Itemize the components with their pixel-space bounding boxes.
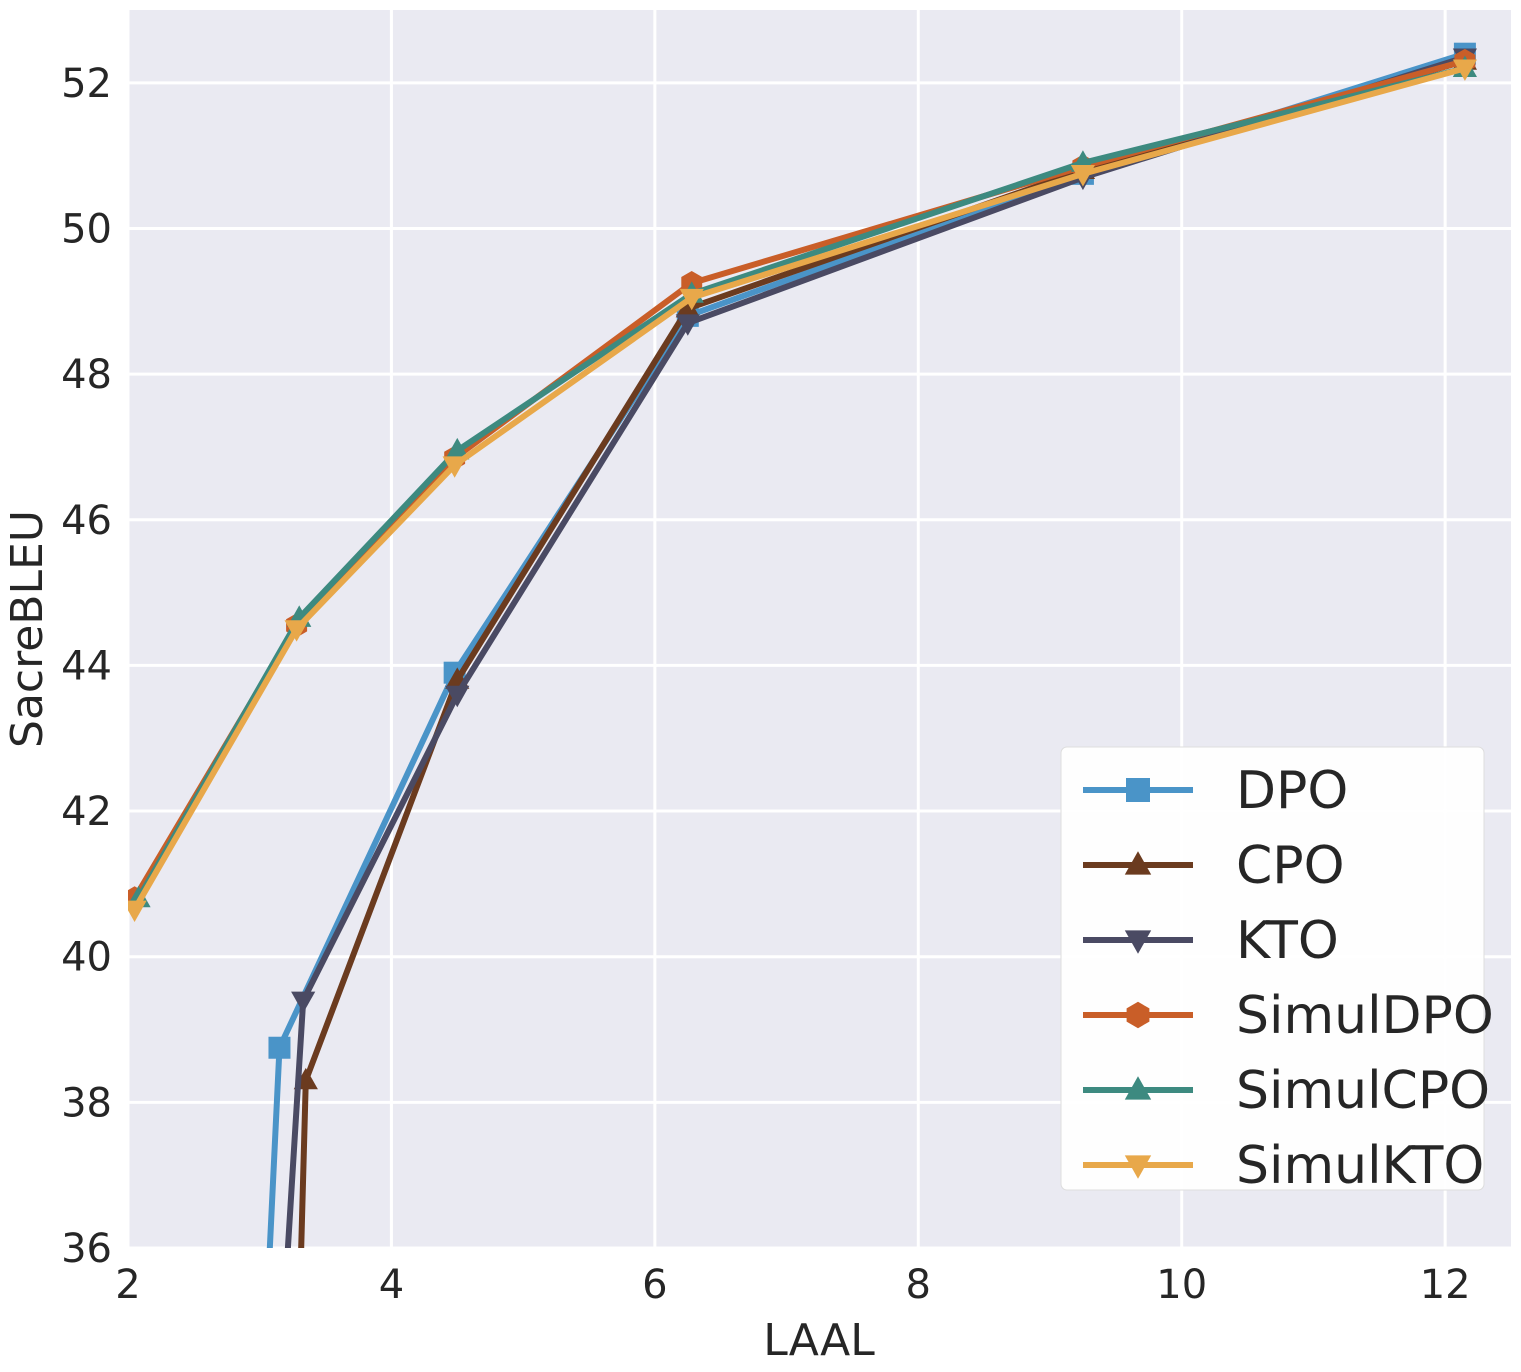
x-tick-label: 2 bbox=[115, 1262, 140, 1308]
y-tick-label: 40 bbox=[61, 935, 112, 981]
y-axis-ticks: 36 38 40 42 44 46 48 50 52 bbox=[61, 61, 112, 1272]
y-tick-label: 42 bbox=[61, 789, 112, 835]
x-tick-label: 12 bbox=[1420, 1262, 1471, 1308]
legend-item-simuldpo: SimulDPO bbox=[1083, 986, 1494, 1046]
legend-marker-cpo bbox=[1124, 851, 1152, 875]
legend-label-simuldpo: SimulDPO bbox=[1236, 986, 1494, 1046]
legend-label-kto: KTO bbox=[1236, 911, 1339, 971]
series-group bbox=[128, 42, 1477, 1248]
legend-label-simulcpo: SimulCPO bbox=[1236, 1061, 1490, 1121]
x-axis-label: LAAL bbox=[763, 1315, 875, 1366]
y-tick-label: 50 bbox=[61, 206, 112, 252]
legend-item-cpo: CPO bbox=[1083, 836, 1345, 896]
data-point-simulkto bbox=[1070, 165, 1096, 187]
y-axis-label: SacreBLEU bbox=[2, 510, 53, 748]
x-tick-label: 10 bbox=[1156, 1262, 1207, 1308]
series-line-simulkto bbox=[132, 65, 1466, 911]
x-tick-label: 6 bbox=[642, 1262, 667, 1308]
legend-marker-dpo bbox=[1126, 778, 1150, 802]
y-tick-label: 52 bbox=[61, 61, 112, 107]
data-point-dpo bbox=[268, 1036, 291, 1059]
data-point-simulkto bbox=[1452, 59, 1477, 81]
x-tick-label: 4 bbox=[379, 1262, 404, 1308]
x-tick-label: 8 bbox=[906, 1262, 931, 1308]
legend-marker-simulcpo bbox=[1124, 1076, 1152, 1100]
legend: DPO CPO KTO SimulDPO SimulCPO SimulKTO bbox=[1060, 746, 1494, 1196]
data-point-kto bbox=[445, 685, 470, 708]
data-point-kto bbox=[291, 991, 316, 1014]
y-tick-label: 36 bbox=[61, 1226, 112, 1272]
legend-label-dpo: DPO bbox=[1236, 761, 1348, 821]
legend-box bbox=[1060, 746, 1485, 1191]
data-point-simulcpo bbox=[445, 437, 470, 460]
legend-item-simulcpo: SimulCPO bbox=[1083, 1061, 1490, 1121]
y-tick-label: 38 bbox=[61, 1080, 112, 1126]
data-point-simulkto bbox=[442, 456, 467, 478]
legend-marker-simulkto bbox=[1124, 1155, 1152, 1179]
data-point-simulkto bbox=[679, 288, 704, 311]
series-simulkto bbox=[128, 59, 1477, 923]
series-line-simulcpo bbox=[135, 65, 1466, 900]
x-axis-ticks: 2 4 6 8 10 12 bbox=[115, 1262, 1470, 1308]
legend-label-cpo: CPO bbox=[1236, 836, 1345, 896]
data-point-cpo bbox=[675, 295, 700, 318]
legend-item-kto: KTO bbox=[1083, 911, 1339, 971]
legend-item-dpo: DPO bbox=[1083, 761, 1348, 821]
legend-item-simulkto: SimulKTO bbox=[1083, 1136, 1484, 1196]
data-point-kto bbox=[675, 314, 700, 336]
data-point-simulkto bbox=[128, 900, 147, 923]
y-tick-label: 48 bbox=[61, 352, 112, 398]
legend-label-simulkto: SimulKTO bbox=[1236, 1136, 1484, 1196]
legend-marker-kto bbox=[1124, 930, 1152, 954]
y-tick-label: 46 bbox=[61, 498, 112, 544]
data-point-simulkto bbox=[284, 620, 309, 642]
y-tick-label: 44 bbox=[61, 643, 112, 689]
legend-marker-simuldpo bbox=[1126, 1001, 1150, 1029]
